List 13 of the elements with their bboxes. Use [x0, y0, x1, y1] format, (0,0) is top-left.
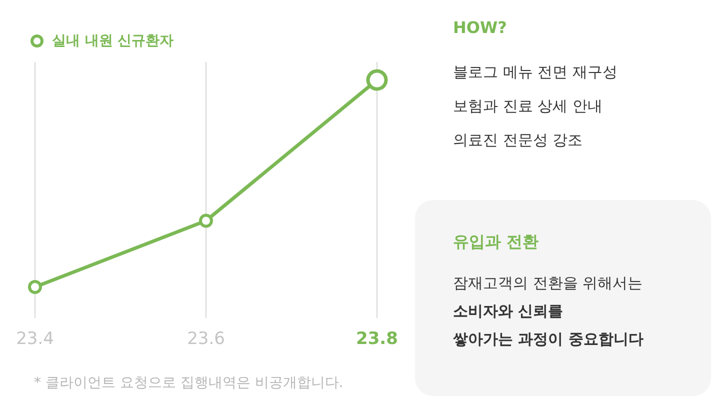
annotation: 유입과 전환 — [453, 232, 540, 253]
legend-label: 실내 내원 신규환자 — [52, 32, 174, 50]
text: HOW? — [453, 18, 508, 37]
annotation: 보험과 진료 상세 안내 — [453, 96, 604, 117]
x-tick-label: 23.4 — [16, 329, 54, 349]
x-tick-label: 23.8 — [356, 329, 398, 349]
annotation: 의료진 전문성 강조 — [453, 130, 584, 151]
annotation: 잠재고객의 전환을 위해서는 — [453, 273, 644, 294]
annotation: 블로그 메뉴 전면 재구성 — [453, 62, 618, 83]
x-tick-label: 23.6 — [187, 329, 225, 349]
text: 쌓아가는 과정이 중요합니다 — [453, 329, 644, 350]
text: 소비자와 신뢰를 — [453, 301, 564, 322]
text: * 클라이언트 요청으로 집행내역은 비공개합니다. — [34, 374, 344, 392]
